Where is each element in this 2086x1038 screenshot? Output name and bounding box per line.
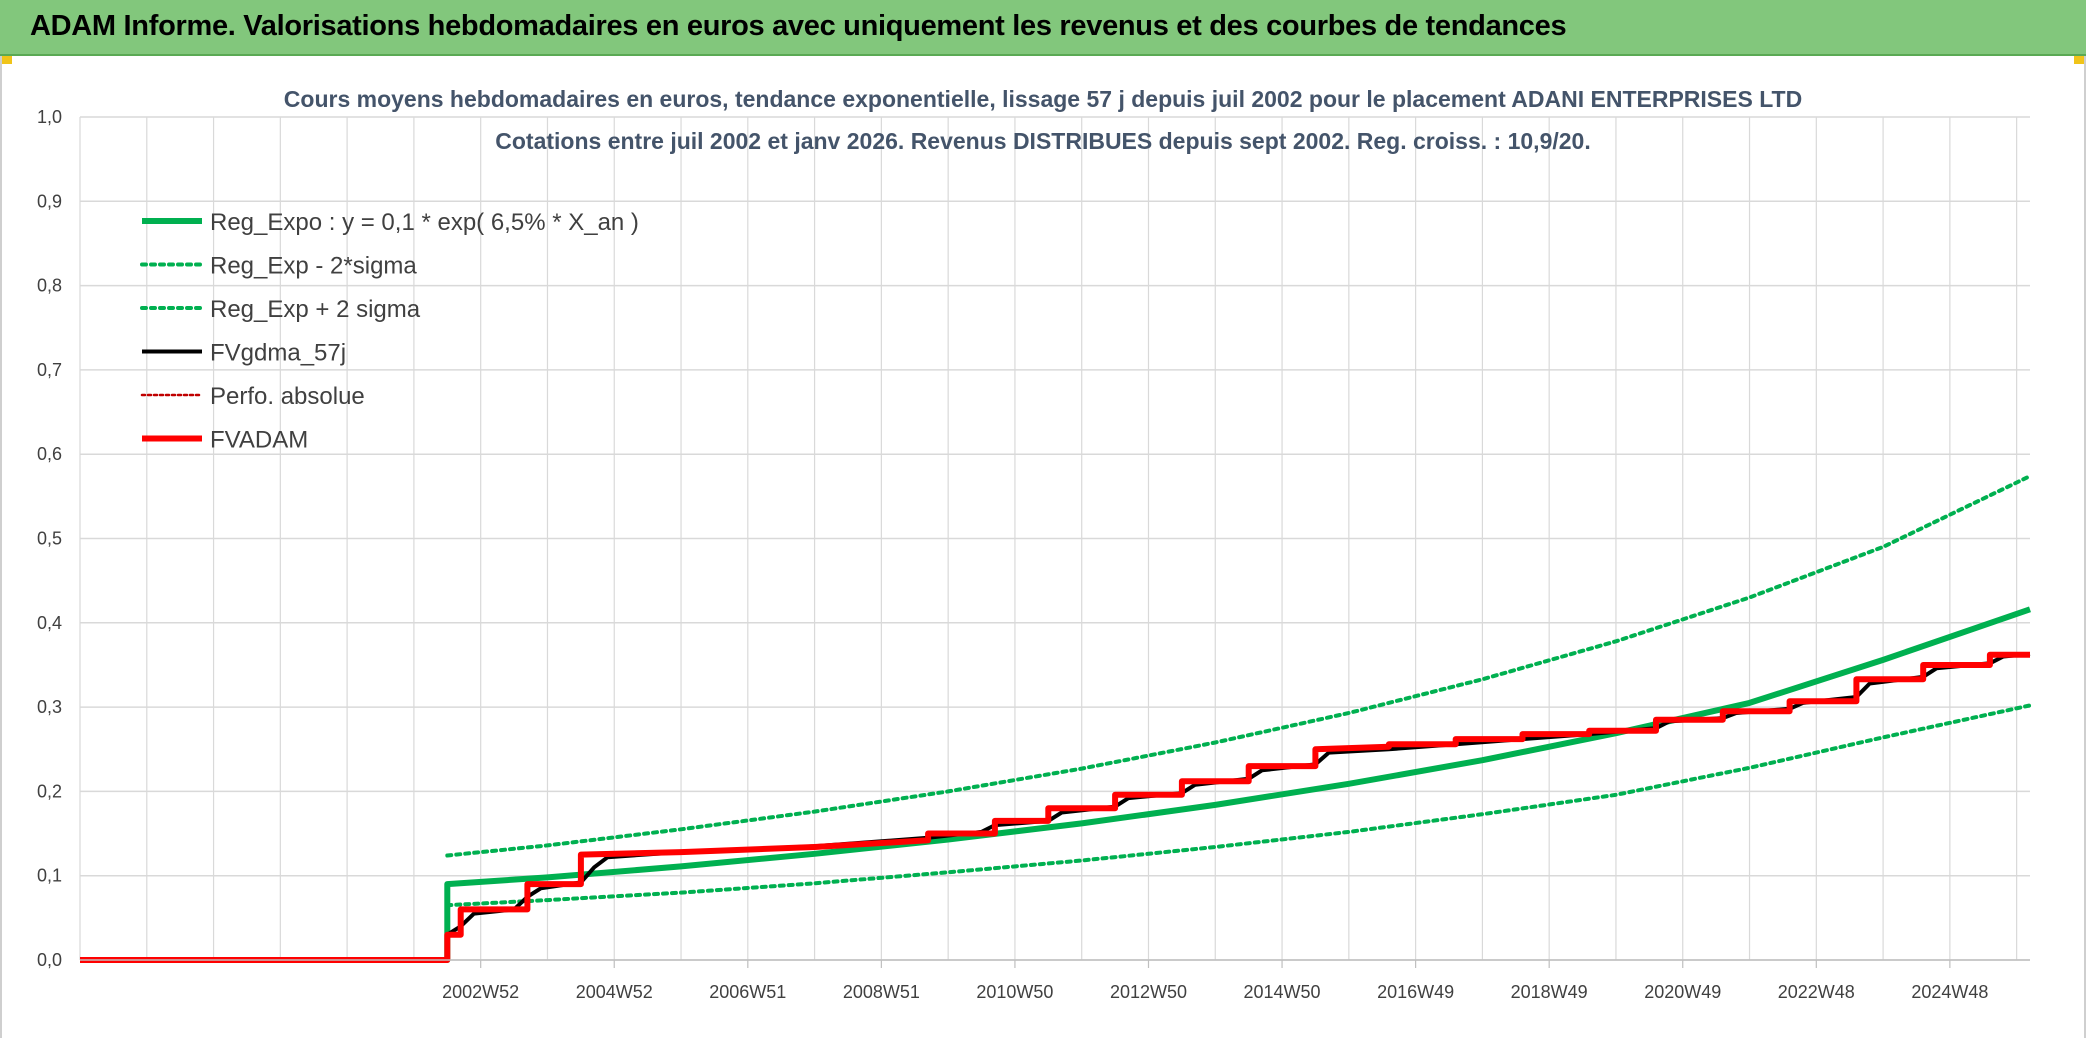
series-line-2 [445, 474, 2032, 858]
banner: ADAM Informe. Valorisations hebdomadaire… [0, 0, 2086, 56]
x-tick-label: 2020W49 [1644, 982, 1721, 1002]
x-tick-label: 2008W51 [843, 982, 920, 1002]
y-tick-label: 0,8 [37, 276, 62, 296]
x-tick-label: 2022W48 [1778, 982, 1855, 1002]
x-tick-label: 2012W50 [1110, 982, 1187, 1002]
x-tick-label: 2004W52 [576, 982, 653, 1002]
corner-mark-left [0, 56, 12, 64]
x-tick-label: 2006W51 [709, 982, 786, 1002]
series-line-0 [80, 606, 2031, 963]
line-chart: 0,0 0,1 0,2 0,3 0,4 0,5 0,6 0,7 0,8 0,9 1,0 2002W52… [37, 86, 2032, 1002]
grid [79, 116, 2030, 961]
x-tick-label: 2010W50 [976, 982, 1053, 1002]
legend-label: Reg_Exp - 2*sigma [210, 253, 417, 280]
axes: 0,0 0,1 0,2 0,3 0,4 0,5 0,6 0,7 0,8 0,9 1,0 2002W52… [37, 107, 2030, 1002]
y-tick-label: 0,1 [37, 866, 62, 886]
x-tick-label: 2024W48 [1911, 982, 1988, 1002]
legend-label: Reg_Expo : y = 0,1 * exp( 6,5% * X_an ) [210, 209, 639, 236]
banner-title: ADAM Informe. Valorisations hebdomadaire… [30, 10, 1567, 42]
series-layer [80, 474, 2032, 963]
legend-label: FVADAM [210, 427, 308, 454]
legend: Reg_Expo : y = 0,1 * exp( 6,5% * X_an ) R… [140, 209, 639, 454]
corner-mark-right [2074, 56, 2086, 64]
chart-title: Cours moyens hebdomadaires en euros, ten… [284, 86, 1802, 112]
y-tick-label: 0,0 [37, 950, 62, 970]
series-line-5 [80, 651, 2030, 963]
y-tick-label: 0,9 [37, 191, 62, 211]
chart-subtitle: Cotations entre juil 2002 et janv 2026. … [495, 128, 1590, 154]
chart-area: 0,0 0,1 0,2 0,3 0,4 0,5 0,6 0,7 0,8 0,9 1,0 2002W52… [0, 56, 2086, 1038]
legend-label: Perfo. absolue [210, 383, 365, 410]
x-tick-label: 2014W50 [1244, 982, 1321, 1002]
y-tick-label: 0,2 [37, 781, 62, 801]
y-tick-label: 0,6 [37, 444, 62, 464]
y-tick-label: 0,4 [37, 613, 62, 633]
y-tick-label: 1,0 [37, 107, 62, 127]
series-line-1 [445, 703, 2032, 908]
x-tick-label: 2018W49 [1511, 982, 1588, 1002]
y-tick-label: 0,3 [37, 697, 62, 717]
y-tick-label: 0,7 [37, 360, 62, 380]
legend-label: Reg_Exp + 2 sigma [210, 296, 421, 323]
y-tick-label: 0,5 [37, 529, 62, 549]
x-tick-label: 2016W49 [1377, 982, 1454, 1002]
legend-label: FVgdma_57j [210, 340, 346, 367]
x-tick-label: 2002W52 [442, 982, 519, 1002]
